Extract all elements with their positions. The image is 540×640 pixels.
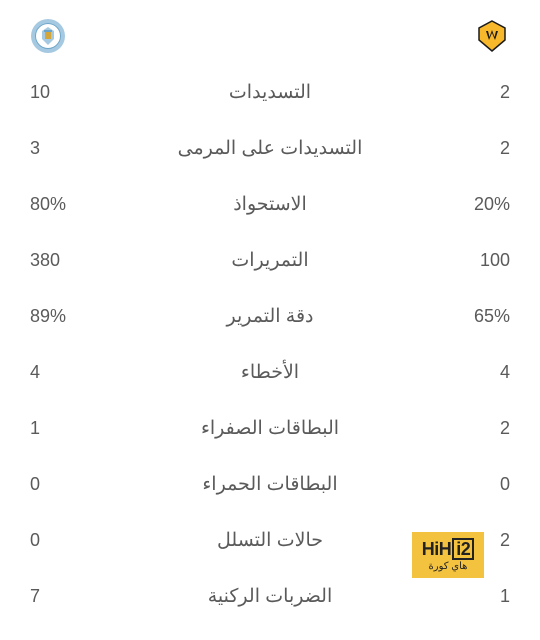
stat-right-value: 2 xyxy=(420,418,510,439)
stat-left-value: 10 xyxy=(30,82,120,103)
table-row: 10 التسديدات 2 xyxy=(30,64,510,120)
stat-right-value: 2 xyxy=(420,138,510,159)
stat-label: حالات التسلل xyxy=(120,529,420,552)
stat-label: التمريرات xyxy=(120,249,420,272)
stat-left-value: 1 xyxy=(30,418,120,439)
stat-label: دقة التمرير xyxy=(120,305,420,328)
stat-left-value: 0 xyxy=(30,474,120,495)
table-row: 4 الأخطاء 4 xyxy=(30,344,510,400)
stat-left-value: 4 xyxy=(30,362,120,383)
teams-header xyxy=(0,0,540,64)
stat-right-value: 0 xyxy=(420,474,510,495)
stat-right-value: 1 xyxy=(420,586,510,607)
table-row: 7 الضربات الركنية 1 xyxy=(30,568,510,624)
stat-label: البطاقات الصفراء xyxy=(120,417,420,440)
stat-right-value: 65% xyxy=(420,306,510,327)
stat-right-value: 100 xyxy=(420,250,510,271)
stat-label: الأخطاء xyxy=(120,361,420,384)
table-row: 0 حالات التسلل 2 xyxy=(30,512,510,568)
stat-right-value: 20% xyxy=(420,194,510,215)
stat-right-value: 2 xyxy=(420,82,510,103)
stat-left-value: 3 xyxy=(30,138,120,159)
table-row: 0 البطاقات الحمراء 0 xyxy=(30,456,510,512)
team-right-badge xyxy=(474,18,510,54)
table-row: 3 التسديدات على المرمى 2 xyxy=(30,120,510,176)
table-row: 1 البطاقات الصفراء 2 xyxy=(30,400,510,456)
stat-left-value: 89% xyxy=(30,306,120,327)
stat-label: التسديدات xyxy=(120,81,420,104)
stat-left-value: 380 xyxy=(30,250,120,271)
stat-left-value: 80% xyxy=(30,194,120,215)
stat-right-value: 4 xyxy=(420,362,510,383)
stat-left-value: 7 xyxy=(30,586,120,607)
table-row: 89% دقة التمرير 65% xyxy=(30,288,510,344)
team-left-badge xyxy=(30,18,66,54)
table-row: 380 التمريرات 100 xyxy=(30,232,510,288)
stat-right-value: 2 xyxy=(420,530,510,551)
stat-label: الضربات الركنية xyxy=(120,585,420,608)
stat-left-value: 0 xyxy=(30,530,120,551)
table-row: 80% الاستحواذ 20% xyxy=(30,176,510,232)
stat-label: التسديدات على المرمى xyxy=(120,137,420,160)
stat-label: البطاقات الحمراء xyxy=(120,473,420,496)
stats-table: 10 التسديدات 2 3 التسديدات على المرمى 2 … xyxy=(0,64,540,624)
stat-label: الاستحواذ xyxy=(120,193,420,216)
